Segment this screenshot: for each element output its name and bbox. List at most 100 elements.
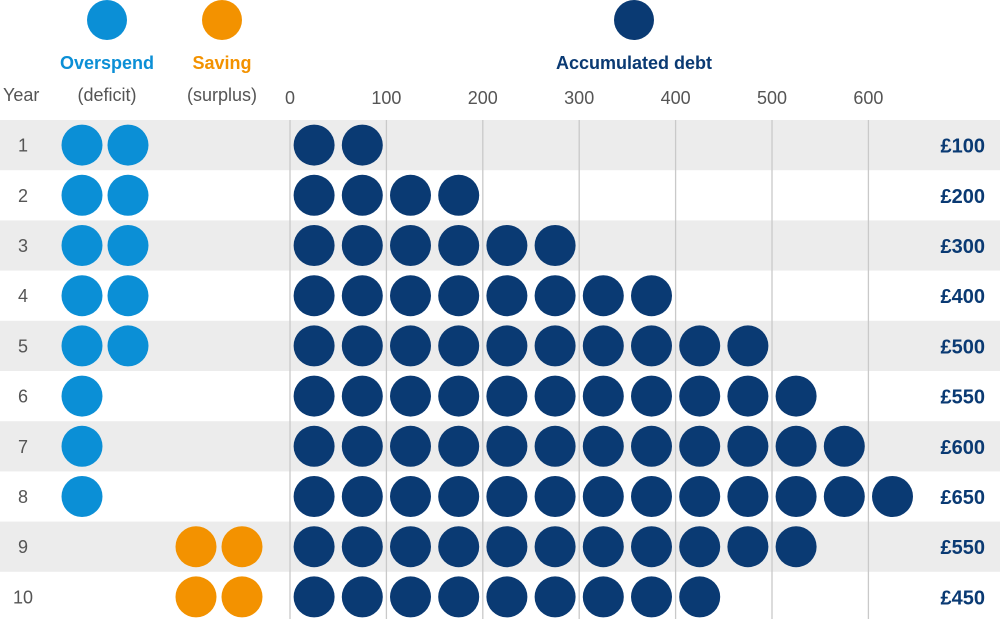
debt-dot	[727, 425, 769, 467]
x-axis-tick-labels: 0 100 200 300 400 500 600	[285, 88, 883, 108]
legend-debt-title: Accumulated debt	[556, 53, 712, 73]
debt-dot	[293, 124, 335, 166]
debt-value-label: £400	[941, 286, 986, 308]
debt-dot	[390, 325, 431, 367]
overspend-dot	[61, 375, 103, 417]
legend-overspend-title: Overspend	[60, 53, 154, 73]
debt-value-label: £100	[941, 136, 986, 158]
data-row: 4 £400	[18, 275, 986, 317]
debt-dot	[679, 476, 721, 517]
debt-dot	[438, 476, 480, 517]
overspend-dot	[61, 325, 103, 367]
debt-value-label: £650	[941, 487, 986, 509]
overspend-dot	[61, 425, 103, 467]
debt-dot	[534, 375, 576, 417]
year-column-header: Year	[3, 85, 39, 105]
debt-dot	[390, 576, 431, 618]
debt-dot	[631, 476, 672, 517]
legend-saving-dot	[202, 0, 242, 40]
saving-dot	[175, 526, 217, 568]
debt-dot	[486, 225, 528, 266]
debt-dot	[438, 225, 480, 266]
data-row: 8 £650	[18, 476, 985, 517]
debt-dot	[293, 325, 335, 367]
debt-dot	[390, 526, 431, 568]
debt-dot	[582, 476, 624, 517]
debt-dot	[438, 275, 480, 317]
debt-dot	[582, 425, 624, 467]
legend-overspend-dot	[87, 0, 127, 40]
debt-value-label: £550	[941, 387, 986, 409]
debt-dot	[293, 425, 335, 467]
debt-dot	[631, 526, 672, 568]
debt-dot	[775, 425, 817, 467]
data-row: 7 £600	[18, 425, 986, 467]
legend-debt-dot	[614, 0, 654, 40]
debt-dot	[631, 425, 672, 467]
debt-dot	[438, 375, 480, 417]
year-label: 10	[13, 587, 33, 607]
debt-dot	[390, 275, 431, 317]
debt-dot	[872, 476, 913, 517]
debt-dot	[679, 425, 721, 467]
debt-dot	[341, 526, 383, 568]
debt-dot	[390, 425, 431, 467]
debt-dot	[438, 325, 480, 367]
debt-dot	[341, 275, 383, 317]
debt-dot	[534, 275, 576, 317]
year-label: 2	[18, 186, 28, 206]
overspend-dot	[107, 225, 149, 266]
debt-dot	[727, 325, 769, 367]
year-label: 8	[18, 487, 28, 507]
debt-dot	[679, 325, 721, 367]
overspend-dot	[107, 174, 149, 216]
overspend-dot	[61, 174, 103, 216]
saving-dot	[221, 526, 263, 568]
debt-dot	[438, 425, 480, 467]
debt-dot	[293, 476, 335, 517]
data-row: 5 £500	[18, 325, 985, 367]
year-label: 1	[18, 136, 28, 156]
debt-dot	[582, 576, 624, 618]
debt-dot	[534, 325, 576, 367]
data-row: 9 £550	[18, 526, 985, 568]
overspend-dot	[61, 275, 103, 317]
debt-value-label: £450	[941, 587, 986, 609]
debt-dot	[534, 225, 576, 266]
debt-value-label: £600	[941, 437, 986, 459]
debt-dot	[293, 225, 335, 266]
debt-dot	[534, 526, 576, 568]
debt-dot	[727, 375, 769, 417]
debt-dot	[390, 375, 431, 417]
overspend-dot	[61, 124, 103, 166]
saving-dot	[175, 576, 217, 618]
data-rows: 1 £100 2 £200 3 £300 4 £400 5 £500 6 £550 7 £600 8 £650…	[13, 124, 986, 618]
debt-dot	[486, 476, 528, 517]
year-label: 5	[18, 336, 28, 356]
debt-dot	[679, 526, 721, 568]
year-label: 3	[18, 236, 28, 256]
debt-dot	[775, 476, 817, 517]
debt-dot	[293, 526, 335, 568]
debt-dot	[341, 425, 383, 467]
year-label: 4	[18, 286, 28, 306]
legend: Overspend (deficit) Saving (surplus) Acc…	[60, 0, 712, 105]
debt-dot	[341, 476, 383, 517]
x-tick-label: 500	[757, 88, 787, 108]
debt-dot	[582, 375, 624, 417]
debt-value-label: £300	[941, 236, 986, 258]
debt-dot	[293, 275, 335, 317]
debt-dot	[390, 225, 431, 266]
overspend-dot	[107, 124, 149, 166]
x-tick-label: 300	[564, 88, 594, 108]
debt-dot	[341, 375, 383, 417]
debt-dot	[823, 425, 865, 467]
data-row: 10 £450	[13, 576, 986, 618]
saving-dot	[221, 576, 263, 618]
debt-dot	[293, 576, 335, 618]
debt-dot	[775, 526, 817, 568]
debt-dot	[534, 476, 576, 517]
overspend-dot	[107, 275, 149, 317]
debt-dot	[631, 275, 672, 317]
